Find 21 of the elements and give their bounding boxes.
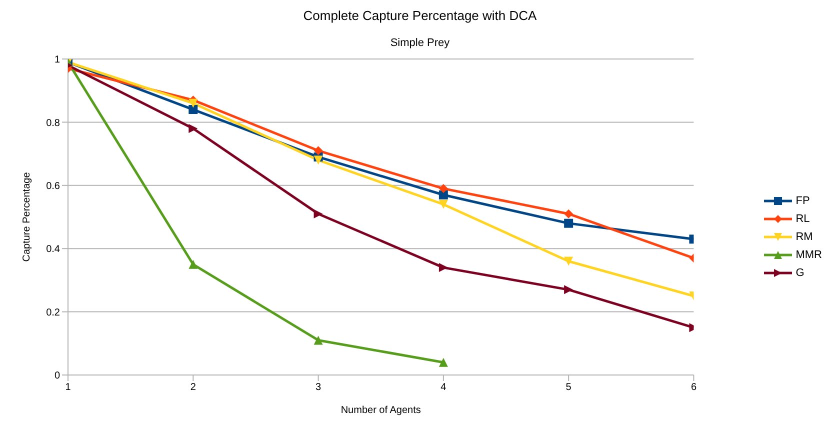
x-tick-label: 1 (65, 382, 72, 394)
y-tick-label: 0.8 (46, 118, 60, 129)
x-tick-label: 2 (190, 382, 196, 394)
legend-label: MMR (796, 249, 822, 261)
y-tick-label: 0 (54, 370, 60, 382)
y-tick-label: 0.4 (46, 244, 60, 256)
y-tick-label: 0.6 (46, 180, 60, 192)
chart-subtitle: Simple Prey (389, 37, 451, 49)
legend-label: G (796, 267, 804, 279)
legend-label: RM (796, 231, 813, 243)
y-tick-label: 1 (54, 54, 60, 66)
legend-label: RL (796, 213, 810, 225)
x-tick-label: 3 (316, 382, 322, 394)
x-axis-title: Number of Agents (340, 405, 421, 416)
x-tick-label: 4 (440, 382, 447, 394)
x-tick-label: 6 (690, 382, 697, 394)
legend-label: FP (796, 195, 810, 207)
y-tick-label: 0.2 (46, 307, 60, 318)
x-tick-label: 5 (566, 382, 572, 394)
chart-title: Complete Capture Percentage with DCA (302, 8, 538, 23)
y-axis-title: Capture Percentage (22, 172, 33, 262)
